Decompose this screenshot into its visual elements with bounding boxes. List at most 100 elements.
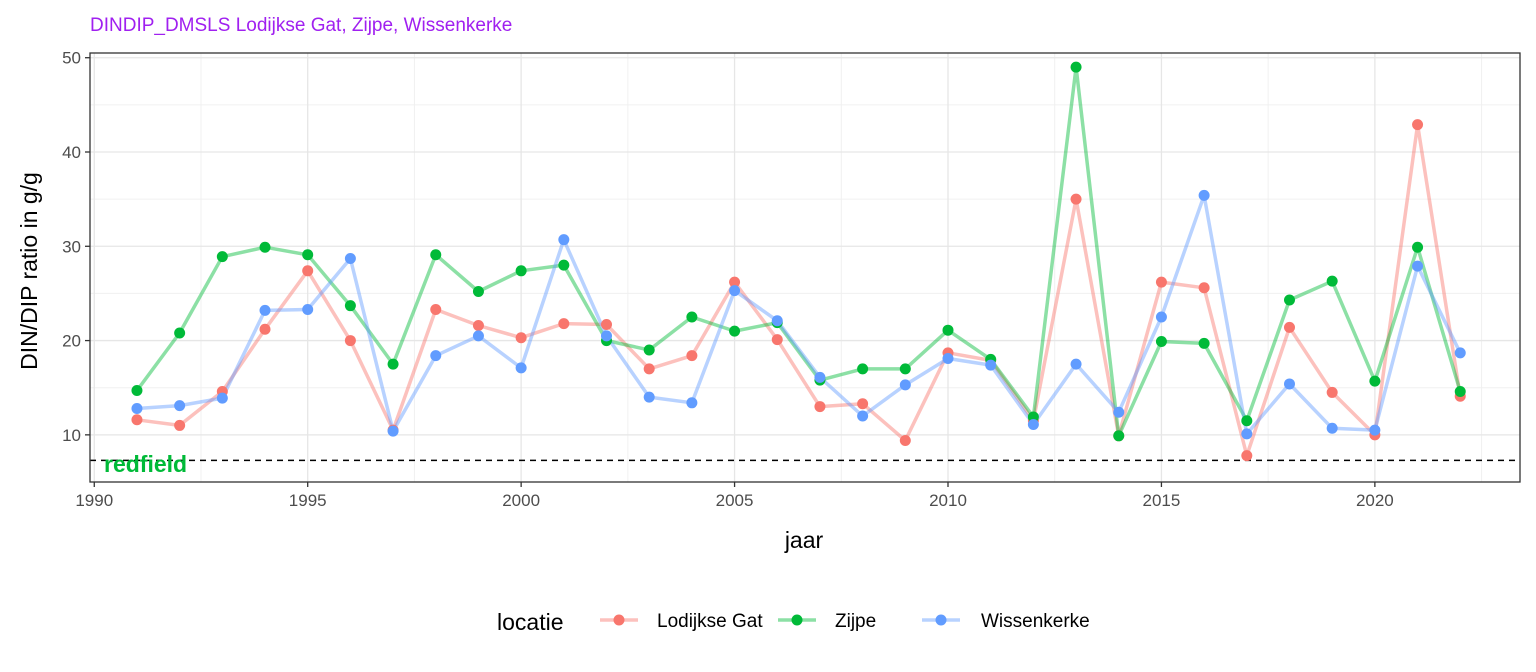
x-tick-label: 1995 <box>289 491 327 510</box>
data-point-2 <box>344 253 356 265</box>
data-point-0 <box>771 334 783 346</box>
data-point-0 <box>686 350 698 362</box>
data-point-2 <box>558 234 570 246</box>
legend-key-point <box>613 614 625 626</box>
data-point-0 <box>131 414 143 426</box>
data-point-1 <box>515 265 527 277</box>
series-line-2 <box>136 193 1462 436</box>
data-point-2 <box>259 304 271 316</box>
x-axis-label: jaar <box>784 527 824 553</box>
legend-title: locatie <box>497 609 563 635</box>
data-point-0 <box>558 318 570 330</box>
data-point-1 <box>1155 336 1167 348</box>
data-point-1 <box>131 385 143 397</box>
data-point-1 <box>259 241 271 253</box>
data-point-2 <box>643 391 655 403</box>
data-point-2 <box>1454 347 1466 359</box>
data-point-2 <box>1113 406 1125 418</box>
data-point-0 <box>857 398 869 410</box>
legend: locatie Lodijkse Gat Zijpe Wissenkerke <box>497 609 1090 635</box>
data-point-1 <box>1369 375 1381 387</box>
legend-label: Zijpe <box>835 611 876 632</box>
data-point-2 <box>601 330 613 342</box>
data-point-0 <box>601 319 613 331</box>
data-point-0 <box>1412 119 1424 131</box>
data-point-2 <box>387 425 399 437</box>
data-point-2 <box>174 400 186 412</box>
data-point-1 <box>344 300 356 312</box>
data-point-0 <box>1070 193 1082 205</box>
x-tick-label: 2020 <box>1356 491 1394 510</box>
data-point-1 <box>1412 241 1424 253</box>
data-point-1 <box>1027 411 1039 423</box>
data-point-1 <box>729 325 741 337</box>
data-point-0 <box>1241 450 1253 462</box>
x-tick-label: 2005 <box>716 491 754 510</box>
data-point-2 <box>899 379 911 391</box>
data-point-0 <box>643 363 655 375</box>
data-point-0 <box>1198 282 1210 294</box>
y-tick-label: 30 <box>62 237 81 256</box>
data-point-2 <box>771 315 783 327</box>
data-point-0 <box>515 332 527 344</box>
data-point-0 <box>1155 276 1167 288</box>
data-point-1 <box>1241 415 1253 427</box>
data-point-1 <box>643 344 655 356</box>
data-point-0 <box>174 419 186 431</box>
data-point-2 <box>1283 378 1295 390</box>
data-point-1 <box>942 324 954 336</box>
data-point-1 <box>1326 275 1338 287</box>
legend-key-point <box>935 614 947 626</box>
data-point-2 <box>686 397 698 409</box>
data-point-2 <box>1027 418 1039 430</box>
y-tick-label: 40 <box>62 143 81 162</box>
data-point-1 <box>558 259 570 271</box>
data-point-2 <box>302 303 314 315</box>
data-point-2 <box>985 359 997 371</box>
legend-label: Wissenkerke <box>981 611 1090 632</box>
data-point-0 <box>1326 386 1338 398</box>
data-point-2 <box>430 350 442 362</box>
data-point-1 <box>1113 430 1125 442</box>
x-tick-label: 2000 <box>502 491 540 510</box>
data-point-2 <box>1326 422 1338 434</box>
data-point-0 <box>814 401 826 413</box>
redfield-label: redfield <box>104 451 187 477</box>
data-point-1 <box>174 327 186 339</box>
data-point-2 <box>1369 424 1381 436</box>
data-point-2 <box>1155 311 1167 323</box>
data-point-1 <box>686 311 698 323</box>
data-point-1 <box>430 249 442 261</box>
data-point-1 <box>216 251 228 263</box>
data-point-1 <box>1070 61 1082 73</box>
data-point-2 <box>1198 189 1210 201</box>
y-axis-label: DIN/DIP ratio in g/g <box>16 172 42 370</box>
data-point-2 <box>1241 428 1253 440</box>
data-point-0 <box>430 303 442 315</box>
data-point-2 <box>814 371 826 383</box>
data-point-2 <box>1412 260 1424 272</box>
data-point-0 <box>1283 321 1295 333</box>
data-point-2 <box>131 402 143 414</box>
data-point-1 <box>472 286 484 298</box>
data-point-2 <box>729 285 741 297</box>
data-point-2 <box>472 330 484 342</box>
data-point-2 <box>942 352 954 364</box>
data-point-0 <box>259 323 271 335</box>
data-point-1 <box>387 358 399 370</box>
data-point-0 <box>899 435 911 447</box>
panel-border <box>89 52 1521 483</box>
data-point-1 <box>1198 337 1210 349</box>
series-line-1 <box>135 65 1462 438</box>
data-point-0 <box>472 319 484 331</box>
data-point-0 <box>302 265 314 277</box>
chart-title: DINDIP_DMSLS Lodijkse Gat, Zijpe, Wissen… <box>90 15 512 36</box>
x-tick-label: 2010 <box>929 491 967 510</box>
y-tick-label: 10 <box>62 426 81 445</box>
series-line-0 <box>136 122 1462 458</box>
data-point-0 <box>729 276 741 288</box>
data-point-2 <box>1070 358 1082 370</box>
y-tick-label: 50 <box>62 49 81 68</box>
data-point-1 <box>1454 385 1466 397</box>
data-point-1 <box>1283 294 1295 306</box>
